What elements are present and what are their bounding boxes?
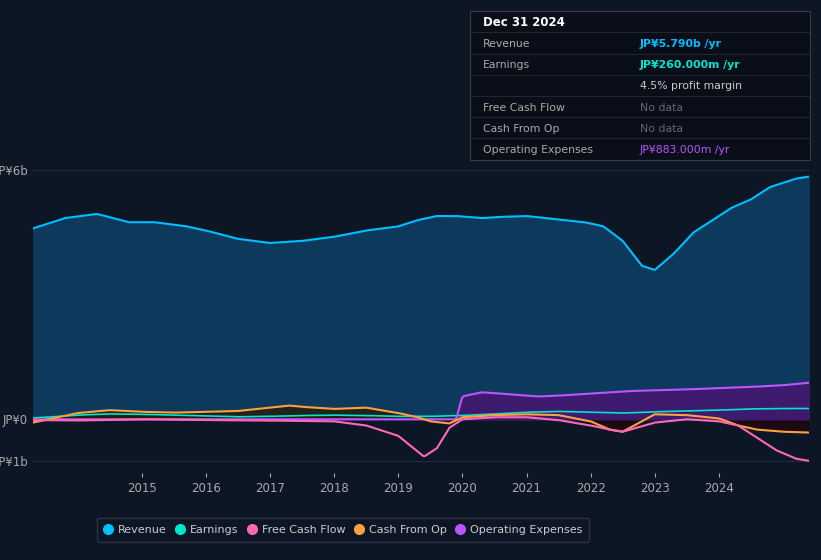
Text: JP¥883.000m /yr: JP¥883.000m /yr — [640, 145, 731, 155]
Text: Free Cash Flow: Free Cash Flow — [484, 102, 565, 113]
Text: 4.5% profit margin: 4.5% profit margin — [640, 81, 742, 91]
Text: Revenue: Revenue — [484, 39, 530, 49]
Text: JP¥5.790b /yr: JP¥5.790b /yr — [640, 39, 722, 49]
Text: No data: No data — [640, 124, 683, 134]
Text: Earnings: Earnings — [484, 60, 530, 70]
Text: JP¥260.000m /yr: JP¥260.000m /yr — [640, 60, 741, 70]
Text: Cash From Op: Cash From Op — [484, 124, 560, 134]
Legend: Revenue, Earnings, Free Cash Flow, Cash From Op, Operating Expenses: Revenue, Earnings, Free Cash Flow, Cash … — [97, 518, 589, 542]
Text: Dec 31 2024: Dec 31 2024 — [484, 16, 565, 29]
Text: Operating Expenses: Operating Expenses — [484, 145, 594, 155]
Text: No data: No data — [640, 102, 683, 113]
